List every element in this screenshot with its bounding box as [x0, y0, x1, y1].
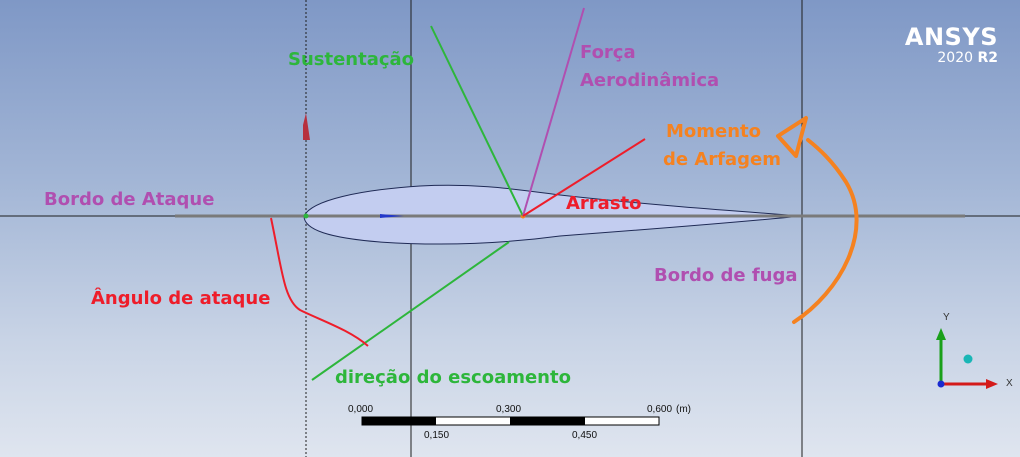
angle-of-attack-arc [270, 217, 369, 347]
pitching-moment-arc [792, 138, 859, 324]
logo-version: 2020 R2 [905, 50, 998, 66]
angle-of-attack-label: Ângulo de ataque [91, 288, 271, 309]
scale-bar-segment-1 [362, 417, 436, 425]
pitching-moment-label-line2: de Arfagem [663, 149, 781, 170]
logo-name: ANSYS [904, 23, 998, 51]
resultant-force-vector [522, 7, 585, 217]
triad-iso-ball[interactable] [963, 354, 973, 364]
pitching-moment-arrowhead [776, 116, 808, 158]
leading-edge-label: Bordo de Ataque [44, 189, 215, 210]
drag-vector [522, 138, 646, 217]
scale-unit: (m) [676, 404, 691, 415]
logo-version-year: 2020 [937, 50, 974, 66]
lift-label: Sustentação [288, 49, 415, 70]
flow-direction-label: direção do escoamento [335, 367, 571, 388]
triad-y-arrowhead [936, 328, 946, 340]
scale-tick-150: 0,150 [424, 430, 450, 441]
resultant-force-label-line1: Força [580, 42, 636, 63]
logo-release: R2 [977, 50, 998, 66]
scale-tick-0: 0,000 [348, 404, 374, 415]
airfoil-direction-marker [380, 214, 404, 218]
triad-x-label: X [1006, 378, 1013, 389]
resultant-force-label-line2: Aerodinâmica [580, 70, 720, 91]
scale-tick-600: 0,600 [647, 404, 673, 415]
drag-label: Arrasto [566, 193, 642, 214]
ansys-logo: ANSYS 2020 R2 [905, 24, 998, 66]
trailing-edge-label: Bordo de fuga [654, 265, 798, 286]
pitching-moment-label-line1: Momento [666, 121, 762, 142]
triad-x-arrowhead [986, 379, 998, 389]
scale-tick-450: 0,450 [572, 430, 598, 441]
triad-y-label: Y [943, 312, 950, 323]
scale-bar-segment-3 [510, 417, 585, 425]
triad-origin [937, 380, 945, 388]
point-marker-arrow [303, 113, 310, 140]
leading-edge-point [303, 213, 309, 219]
scale-tick-300: 0,300 [496, 404, 522, 415]
lift-vector [430, 25, 524, 217]
flow-direction-line [311, 241, 510, 381]
